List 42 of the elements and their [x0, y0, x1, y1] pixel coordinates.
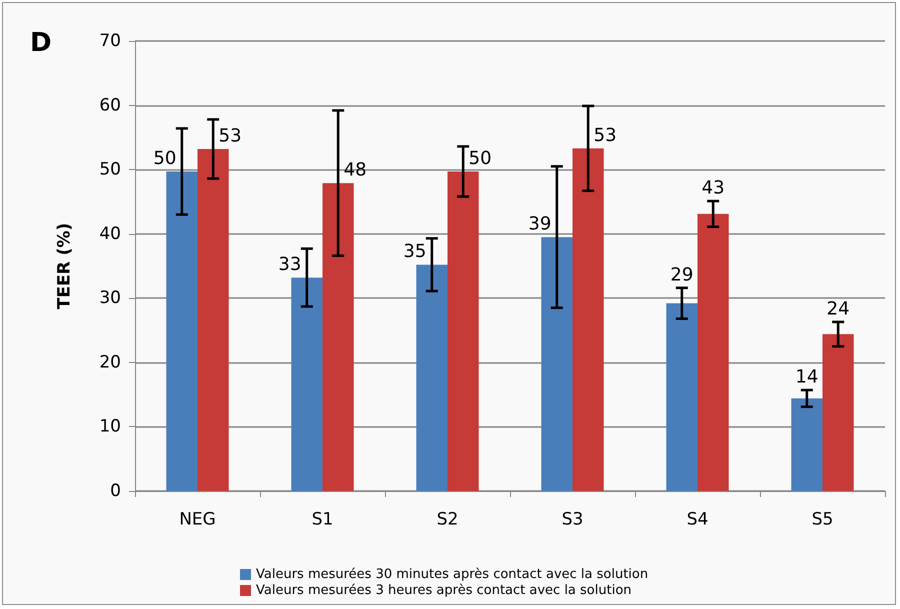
bar — [166, 172, 198, 491]
y-tick-label: 10 — [99, 416, 121, 437]
chart-title: D — [30, 28, 52, 58]
y-tick-label: 50 — [99, 160, 121, 180]
y-tick-label: 60 — [99, 95, 121, 116]
x-tick-label: NEG — [179, 510, 216, 530]
y-tick-label: 0 — [110, 481, 121, 501]
bar — [448, 172, 479, 491]
data-label: 35 — [403, 241, 426, 262]
y-axis-title: TEER (%) — [54, 222, 74, 310]
y-tick-label: 40 — [99, 224, 121, 244]
bar — [698, 214, 729, 491]
bar — [416, 264, 448, 491]
x-tick-label: S4 — [686, 510, 708, 530]
x-tick-label: S2 — [436, 510, 458, 530]
x-tick-label: S1 — [312, 510, 334, 530]
x-tick-label: S5 — [812, 510, 834, 530]
data-label: 33 — [278, 254, 302, 276]
data-label: 53 — [594, 124, 617, 146]
bar — [291, 278, 322, 491]
data-label: 29 — [670, 264, 694, 286]
data-label: 50 — [153, 148, 176, 169]
legend-label: Valeurs mesurées 30 minutes après contact avec la solution — [256, 567, 648, 582]
data-label: 48 — [344, 160, 367, 181]
data-label: 24 — [826, 298, 850, 320]
bar — [198, 149, 229, 491]
x-tick-label: S3 — [562, 510, 584, 530]
data-label: 14 — [795, 366, 818, 388]
bar — [822, 334, 854, 491]
y-tick-label: 20 — [99, 352, 121, 372]
bar — [791, 398, 822, 491]
bar — [541, 237, 572, 491]
y-tick-label: 30 — [99, 288, 121, 308]
bar — [666, 303, 698, 491]
bar — [322, 183, 354, 491]
data-label: 53 — [218, 126, 242, 146]
y-tick-label: 70 — [99, 31, 121, 51]
data-label: 43 — [702, 178, 725, 199]
bar — [572, 148, 604, 491]
legend-label: Valeurs mesurées 3 heures après contact avec la solution — [256, 583, 632, 598]
data-label: 39 — [528, 214, 552, 235]
data-label: 50 — [468, 148, 492, 169]
